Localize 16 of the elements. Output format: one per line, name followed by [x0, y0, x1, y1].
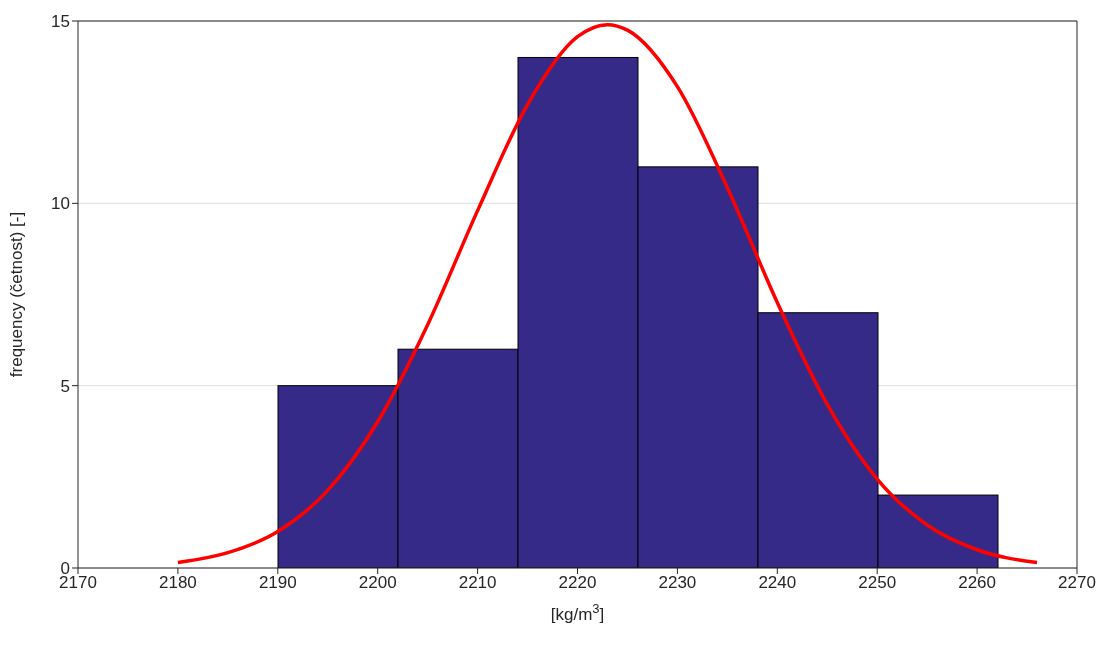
- x-tick-label: 2200: [358, 573, 397, 593]
- x-tick-label: 2210: [458, 573, 497, 593]
- x-tick-label: 2220: [558, 573, 597, 593]
- x-axis-title: [kg/m$^{3}$]: [550, 600, 605, 624]
- y-tick-label: 15: [51, 12, 70, 32]
- y-tick-label: 10: [51, 194, 70, 214]
- x-tick-label: 2240: [758, 573, 797, 593]
- line-series: [176, 22, 1039, 565]
- x-tick-label: 2260: [958, 573, 997, 593]
- x-tick-label: 2270: [1058, 573, 1096, 593]
- y-axis-title: frequency (četnost) [-]: [7, 211, 27, 378]
- x-tick-label: 2190: [258, 573, 297, 593]
- x-tick-label: 2250: [858, 573, 897, 593]
- x-tick-label: 2230: [658, 573, 697, 593]
- x-tick-label: 2180: [158, 573, 197, 593]
- y-tick-label: 5: [60, 376, 70, 396]
